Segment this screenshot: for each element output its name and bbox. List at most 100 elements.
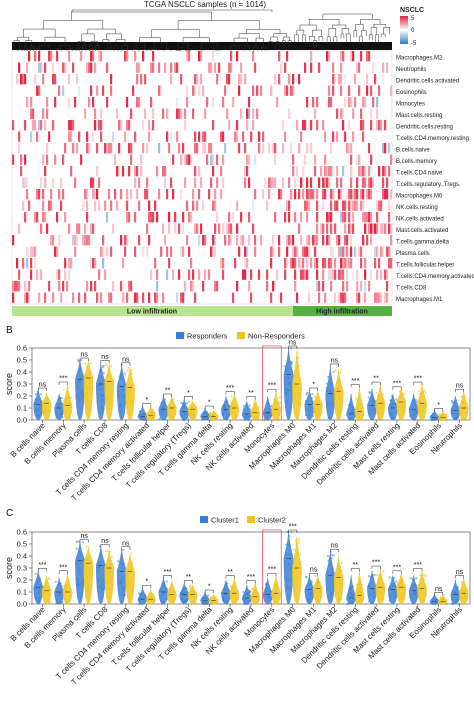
heatmap-cell bbox=[62, 189, 65, 200]
heatmap-cell bbox=[148, 292, 151, 303]
jitter-point bbox=[287, 389, 290, 392]
heatmap-cell bbox=[300, 258, 303, 269]
heatmap-cell bbox=[58, 85, 61, 96]
jitter-point bbox=[38, 597, 41, 600]
heatmap-cell bbox=[212, 120, 215, 131]
heatmap-cell bbox=[26, 177, 29, 188]
jitter-point bbox=[288, 553, 291, 556]
heatmap-cell bbox=[156, 269, 159, 280]
heatmap-cell bbox=[350, 246, 353, 257]
significance-bracket bbox=[79, 357, 89, 361]
dendrogram-branch bbox=[313, 40, 317, 49]
heatmap-cell bbox=[118, 143, 121, 154]
jitter-point bbox=[58, 402, 61, 405]
heatmap-cell bbox=[64, 212, 67, 223]
jitter-point bbox=[77, 380, 80, 383]
heatmap-cell bbox=[186, 97, 189, 108]
jitter-point bbox=[284, 552, 287, 556]
heatmap-cell bbox=[338, 74, 341, 85]
jitter-point bbox=[168, 587, 171, 591]
heatmap-cell bbox=[138, 177, 141, 188]
significance-label: ns bbox=[331, 543, 339, 550]
jitter-point bbox=[63, 401, 67, 404]
heatmap-cell bbox=[380, 120, 383, 131]
heatmap-cell bbox=[374, 74, 377, 85]
heatmap-cell bbox=[102, 246, 105, 257]
heatmap-cell bbox=[52, 292, 55, 303]
jitter-point bbox=[347, 411, 350, 415]
dendrogram-branch bbox=[270, 36, 278, 42]
heatmap-cell bbox=[316, 200, 319, 211]
jitter-point bbox=[159, 597, 162, 600]
heatmap-cell bbox=[324, 177, 327, 188]
heatmap-cell bbox=[138, 235, 141, 246]
jitter-point bbox=[420, 404, 423, 407]
jitter-point bbox=[390, 414, 393, 417]
jitter-point bbox=[250, 409, 254, 412]
heatmap-cell bbox=[330, 258, 333, 269]
dendrogram-branch bbox=[43, 20, 104, 30]
heatmap-cell bbox=[52, 177, 55, 188]
jitter-point bbox=[373, 573, 376, 576]
heatmap-cell bbox=[302, 246, 305, 257]
jitter-point bbox=[138, 599, 142, 602]
jitter-point bbox=[68, 580, 71, 583]
heatmap-cell bbox=[266, 200, 269, 211]
heatmap-cell bbox=[312, 189, 315, 200]
jitter-point bbox=[161, 406, 164, 409]
jitter-point bbox=[394, 402, 397, 405]
heatmap-cell bbox=[86, 131, 89, 142]
dendrogram-branch bbox=[229, 45, 239, 53]
jitter-point bbox=[205, 411, 208, 414]
heatmap-cell bbox=[186, 51, 189, 62]
heatmap-cell bbox=[12, 120, 15, 131]
jitter-point bbox=[460, 581, 463, 584]
significance-label: * bbox=[187, 390, 190, 397]
heatmap-cell bbox=[250, 269, 253, 280]
jitter-point bbox=[42, 411, 46, 414]
heatmap-cell bbox=[390, 85, 393, 96]
heatmap-cell bbox=[192, 200, 195, 211]
jitter-point bbox=[315, 590, 318, 593]
jitter-point bbox=[294, 400, 297, 403]
jitter-point bbox=[297, 537, 300, 541]
jitter-point bbox=[110, 587, 113, 590]
jitter-point bbox=[207, 418, 210, 421]
jitter-point bbox=[317, 411, 321, 414]
heatmap-cell bbox=[390, 235, 393, 246]
dendrogram-branch bbox=[95, 45, 100, 52]
jitter-point bbox=[242, 408, 245, 411]
heatmap-cell bbox=[280, 62, 283, 73]
significance-bracket bbox=[413, 381, 423, 385]
heatmap-cell bbox=[136, 292, 139, 303]
jitter-point bbox=[349, 418, 352, 422]
heatmap-cell bbox=[322, 120, 325, 131]
jitter-point bbox=[57, 398, 61, 401]
jitter-point bbox=[171, 399, 174, 402]
heatmap-cell bbox=[340, 246, 343, 257]
heatmap-cell bbox=[56, 51, 59, 62]
heatmap-cell bbox=[378, 200, 381, 211]
significance-bracket bbox=[371, 381, 381, 385]
heatmap-cell bbox=[380, 223, 383, 234]
heatmap-cell bbox=[368, 166, 371, 177]
heatmap-cell bbox=[316, 97, 319, 108]
heatmap-cell bbox=[56, 246, 59, 257]
heatmap-cell bbox=[332, 189, 335, 200]
significance-bracket bbox=[246, 396, 256, 400]
heatmap-cell bbox=[360, 281, 363, 292]
heatmap-cell bbox=[62, 281, 65, 292]
heatmap-cell bbox=[236, 120, 239, 131]
jitter-point bbox=[117, 390, 120, 394]
heatmap-row-label: T.cells.CD4.naive bbox=[396, 170, 443, 176]
heatmap-cell bbox=[182, 246, 185, 257]
jitter-point bbox=[106, 385, 110, 388]
significance-bracket bbox=[121, 546, 131, 550]
heatmap-cell bbox=[92, 51, 95, 62]
heatmap-cell bbox=[114, 189, 117, 200]
jitter-point bbox=[424, 574, 427, 578]
heatmap-cell bbox=[342, 292, 345, 303]
heatmap-cell bbox=[244, 177, 247, 188]
dendrogram-branch bbox=[121, 45, 128, 52]
heatmap-cell bbox=[360, 258, 363, 269]
